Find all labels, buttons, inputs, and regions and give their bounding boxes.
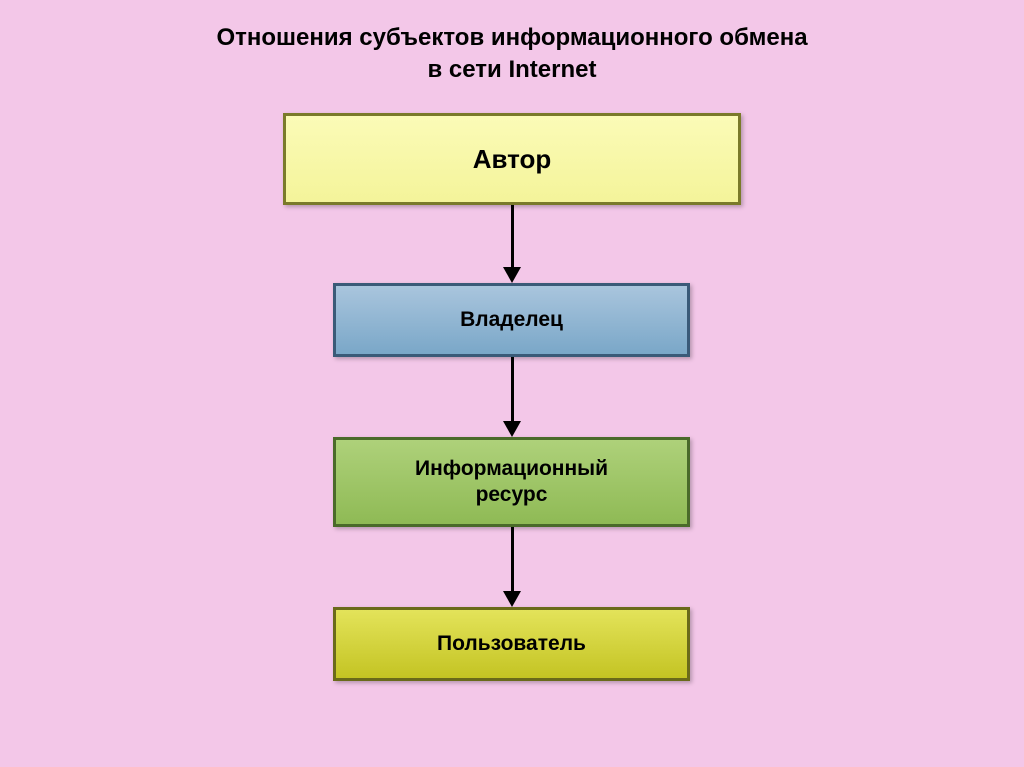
diagram-canvas: Отношения субъектов информационного обме… bbox=[0, 0, 1024, 767]
diagram-title: Отношения субъектов информационного обме… bbox=[0, 22, 1024, 87]
arrow-head-icon bbox=[503, 421, 521, 437]
arrow-shaft bbox=[511, 357, 514, 421]
arrow-head-icon bbox=[503, 591, 521, 607]
node-label: Автор bbox=[473, 143, 552, 176]
node-label: Владелец bbox=[460, 307, 563, 333]
node-owner: Владелец bbox=[333, 283, 690, 357]
node-label: Информационный ресурс bbox=[415, 456, 608, 509]
title-line-1: Отношения субъектов информационного обме… bbox=[0, 22, 1024, 54]
arrow-shaft bbox=[511, 527, 514, 591]
node-user: Пользователь bbox=[333, 607, 690, 681]
arrow-shaft bbox=[511, 205, 514, 267]
node-author: Автор bbox=[283, 113, 741, 205]
title-line-2: в сети Internet bbox=[0, 54, 1024, 86]
node-label: Пользователь bbox=[437, 631, 586, 657]
node-resource: Информационный ресурс bbox=[333, 437, 690, 527]
arrow-head-icon bbox=[503, 267, 521, 283]
